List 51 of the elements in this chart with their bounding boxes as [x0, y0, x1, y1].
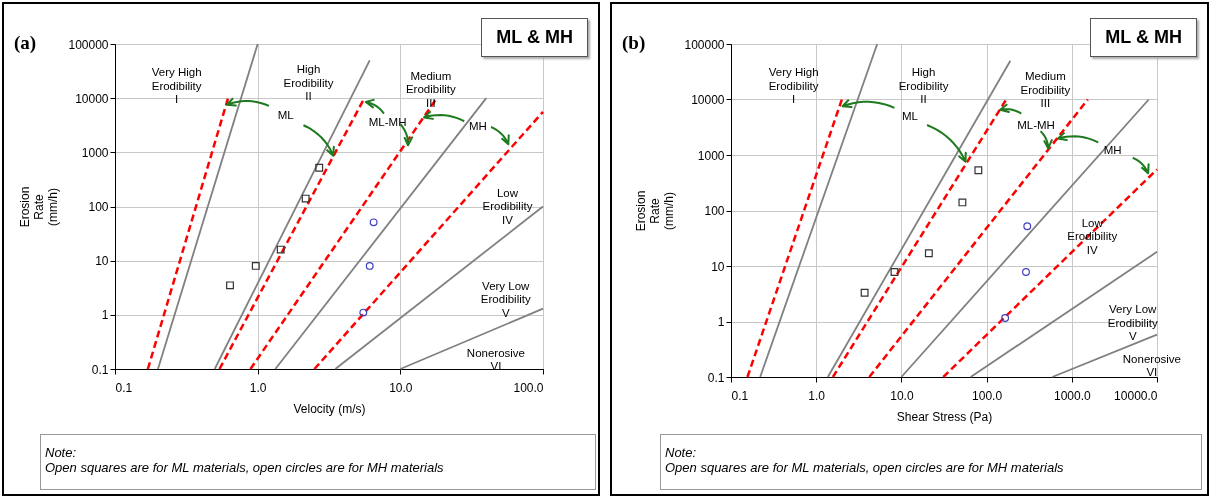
annotation: Nonerosive VI: [1122, 352, 1181, 379]
text: Note:: [665, 445, 698, 460]
annotation: Very High Erodibility I: [151, 66, 202, 106]
text: Open squares are for ML materials, open circles are for MH materials: [45, 460, 445, 475]
x-tick-label: 1000.0: [1053, 388, 1091, 403]
chart-title: ML & MH: [481, 18, 588, 57]
y-tick-label: 1000: [697, 148, 725, 163]
text: (a): [14, 32, 37, 54]
y-tick-label: 100: [88, 200, 109, 214]
annotation: High Erodibility II: [898, 66, 949, 106]
text: (b): [622, 32, 646, 54]
annotation: MH: [1103, 144, 1122, 157]
x-tick-label: 100.0: [513, 380, 544, 395]
x-tick-label: 10.0: [890, 388, 914, 403]
chart-title: ML & MH: [1090, 18, 1197, 57]
x-tick-label: 10000.0: [1114, 388, 1158, 403]
y-axis-title: Erosion Rate (mm/h): [18, 186, 61, 228]
x-tick-label: 0.1: [731, 388, 749, 403]
x-axis-title: Velocity (m/s): [293, 401, 366, 416]
annotation: Very Low Erodibility V: [480, 279, 531, 319]
annotation: MH: [469, 119, 487, 132]
text: Note:: [45, 445, 78, 460]
annotation: Low Erodibility IV: [482, 186, 533, 226]
y-tick-label: 100: [704, 204, 725, 218]
y-tick-label: 10: [95, 254, 109, 269]
x-tick-label: 100.0: [972, 388, 1003, 403]
y-tick-label: 100000: [684, 37, 725, 52]
x-axis-title: Shear Stress (Pa): [896, 409, 993, 424]
annotation: ML-MH: [1017, 119, 1055, 132]
x-tick-label: 1.0: [808, 388, 826, 403]
y-tick-label: 10000: [691, 93, 725, 107]
y-tick-label: 0.1: [91, 362, 109, 377]
text: Open squares are for ML materials, open circles are for MH materials: [665, 460, 1065, 475]
y-tick-label: 1000: [81, 145, 109, 160]
x-tick-label: 0.1: [115, 380, 133, 395]
y-tick-label: 10: [711, 259, 725, 274]
annotation: High Erodibility II: [283, 63, 334, 102]
y-axis-title: Erosion Rate (mm/h): [634, 190, 677, 232]
y-tick-label: 10000: [75, 91, 109, 106]
x-tick-label: 10.0: [389, 380, 413, 395]
y-tick-label: 1: [101, 308, 109, 323]
annotation: ML: [277, 108, 295, 121]
x-tick-label: 1.0: [249, 380, 267, 395]
annotation: ML: [901, 109, 919, 122]
y-tick-label: 0.1: [707, 370, 725, 385]
annotation: ML-MH: [368, 115, 407, 128]
annotation: Medium Erodibility III: [1020, 70, 1071, 110]
annotation: Very High Erodibility I: [768, 66, 819, 106]
annotation: Very Low Erodibility V: [1107, 303, 1158, 343]
y-tick-label: 100000: [68, 37, 109, 52]
y-tick-label: 1: [717, 315, 725, 329]
